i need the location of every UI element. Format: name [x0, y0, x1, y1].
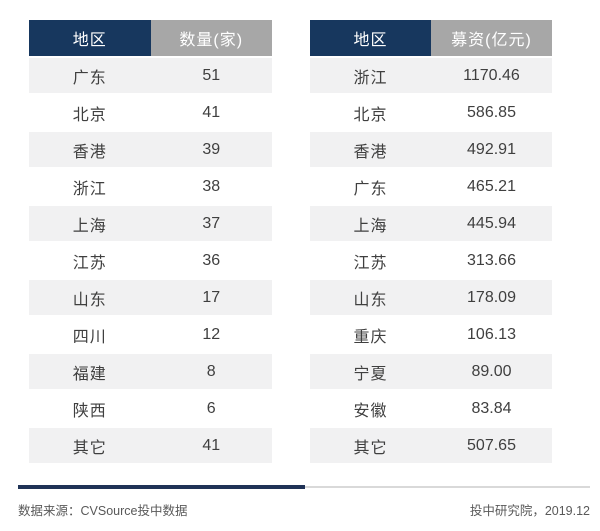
- funds-raised-table-header: 地区 募资(亿元): [310, 20, 552, 56]
- value-cell: 465.21: [467, 177, 516, 195]
- region-cell: 香港: [72, 143, 107, 161]
- table-row: 江苏 36: [29, 243, 272, 278]
- value-cell: 83.84: [471, 399, 512, 417]
- table-row: 山东 178.09: [310, 280, 552, 315]
- value-cell: 17: [202, 288, 221, 306]
- region-cell: 香港: [353, 143, 388, 161]
- region-cell: 山东: [353, 291, 388, 309]
- table-row: 江苏 313.66: [310, 243, 552, 278]
- region-cell: 广东: [72, 69, 107, 87]
- value-cell: 51: [202, 66, 221, 84]
- table-row: 陕西 6: [29, 391, 272, 426]
- table-row: 上海 445.94: [310, 206, 552, 241]
- table-row: 宁夏 89.00: [310, 354, 552, 389]
- value-cell: 507.65: [467, 436, 516, 454]
- value-cell: 37: [202, 214, 221, 232]
- value-cell: 1170.46: [463, 66, 520, 84]
- funds-raised-table-body: 浙江 1170.46 北京 586.85 香港 492.91 广东 465.21…: [310, 58, 552, 463]
- value-cell: 178.09: [467, 288, 516, 306]
- value-cell: 106.13: [467, 325, 516, 343]
- table-row: 上海 37: [29, 206, 272, 241]
- value-cell: 41: [202, 103, 221, 121]
- funds-column-header: 募资(亿元): [431, 20, 552, 56]
- region-cell: 陕西: [72, 402, 107, 420]
- region-cell: 浙江: [353, 69, 388, 87]
- count-column-header: 数量(家): [150, 20, 272, 56]
- region-cell: 北京: [72, 106, 107, 124]
- region-cell: 上海: [72, 217, 107, 235]
- value-cell: 6: [206, 399, 216, 417]
- region-cell: 宁夏: [353, 365, 388, 383]
- deal-count-table-header: 地区 数量(家): [29, 20, 272, 56]
- region-column-header: 地区: [310, 20, 431, 56]
- table-row: 重庆 106.13: [310, 317, 552, 352]
- funds-raised-table: 地区 募资(亿元) 浙江 1170.46 北京 586.85 香港 492.91…: [310, 20, 552, 465]
- deal-count-table: 地区 数量(家) 广东 51 北京 41 香港 39 浙江 38 上海 37 江…: [29, 20, 272, 465]
- region-cell: 四川: [72, 328, 107, 346]
- value-cell: 313.66: [467, 251, 516, 269]
- table-row: 安徽 83.84: [310, 391, 552, 426]
- value-cell: 586.85: [467, 103, 516, 121]
- table-row: 福建 8: [29, 354, 272, 389]
- value-cell: 89.00: [471, 362, 512, 380]
- table-row: 香港 492.91: [310, 132, 552, 167]
- region-cell: 安徽: [353, 402, 388, 420]
- value-cell: 8: [206, 362, 216, 380]
- value-cell: 12: [202, 325, 221, 343]
- table-row: 香港 39: [29, 132, 272, 167]
- table-row: 北京 41: [29, 95, 272, 130]
- value-cell: 492.91: [467, 140, 516, 158]
- table-row: 浙江 38: [29, 169, 272, 204]
- region-cell: 其它: [72, 439, 107, 457]
- region-column-header: 地区: [29, 20, 151, 56]
- region-cell: 其它: [353, 439, 388, 457]
- value-cell: 445.94: [467, 214, 516, 232]
- value-cell: 41: [202, 436, 221, 454]
- table-row: 其它 41: [29, 428, 272, 463]
- region-cell: 重庆: [353, 328, 388, 346]
- data-source-note: 数据来源：CVSource投中数据: [18, 504, 188, 518]
- region-cell: 北京: [353, 106, 388, 124]
- region-cell: 上海: [353, 217, 388, 235]
- value-cell: 38: [202, 177, 221, 195]
- region-cell: 福建: [72, 365, 107, 383]
- region-cell: 广东: [353, 180, 388, 198]
- deal-count-table-body: 广东 51 北京 41 香港 39 浙江 38 上海 37 江苏 36 山东 1…: [29, 58, 272, 463]
- footer-divider-light-segment: [305, 486, 590, 488]
- publisher-date-note: 投中研究院，2019.12: [469, 504, 590, 518]
- region-cell: 浙江: [72, 180, 107, 198]
- value-cell: 36: [202, 251, 221, 269]
- table-row: 山东 17: [29, 280, 272, 315]
- table-row: 四川 12: [29, 317, 272, 352]
- table-row: 其它 507.65: [310, 428, 552, 463]
- footer-divider-dark-segment: [18, 485, 305, 489]
- region-cell: 江苏: [72, 254, 107, 272]
- table-row: 广东 51: [29, 58, 272, 93]
- table-row: 北京 586.85: [310, 95, 552, 130]
- table-row: 浙江 1170.46: [310, 58, 552, 93]
- table-row: 广东 465.21: [310, 169, 552, 204]
- region-cell: 江苏: [353, 254, 388, 272]
- region-cell: 山东: [72, 291, 107, 309]
- value-cell: 39: [202, 140, 221, 158]
